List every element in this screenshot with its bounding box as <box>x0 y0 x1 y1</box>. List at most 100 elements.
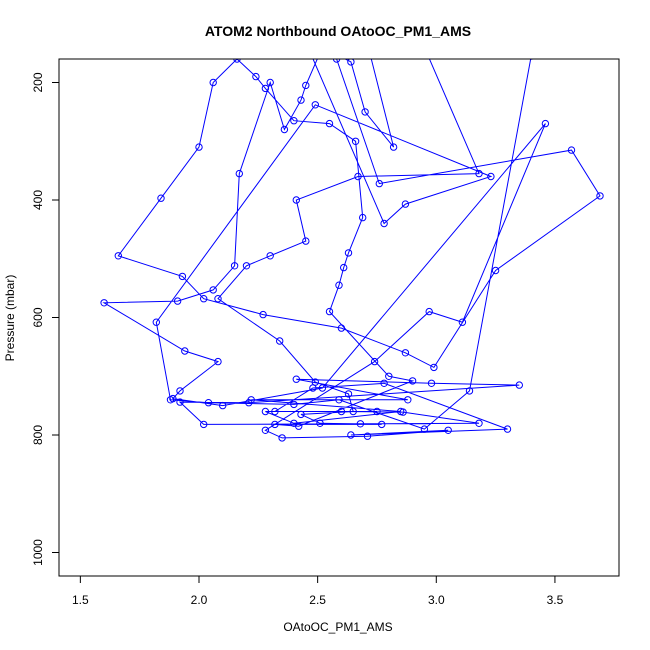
data-point <box>380 219 388 228</box>
data-point <box>475 419 483 427</box>
series-line <box>102 59 601 439</box>
data-point <box>266 252 274 260</box>
data-point <box>370 357 379 366</box>
data-point <box>292 375 300 383</box>
data-point <box>311 378 319 386</box>
data-point <box>401 200 410 208</box>
data-point <box>316 419 324 427</box>
y-tick-label: 1000 <box>31 539 45 566</box>
y-tick-label: 400 <box>31 190 45 210</box>
data-point <box>176 387 184 395</box>
data-point <box>152 318 161 326</box>
data-point <box>100 299 108 307</box>
data-point <box>178 272 187 281</box>
data-point <box>351 137 360 146</box>
data-point <box>378 420 386 429</box>
data-point <box>325 307 334 316</box>
y-axis-label: Pressure (mbar) <box>3 275 17 362</box>
y-tick-label: 800 <box>31 425 45 445</box>
data-point <box>261 426 270 434</box>
data-point <box>430 363 438 372</box>
data-point <box>157 194 165 202</box>
x-tick-label: 2.0 <box>191 593 208 607</box>
data-point <box>337 407 346 416</box>
x-axis-label: OAtoOC_PM1_AMS <box>283 620 392 634</box>
data-point <box>401 349 410 357</box>
data-point <box>385 372 393 380</box>
data-point <box>344 390 353 398</box>
data-point <box>356 420 365 428</box>
data-point <box>335 281 343 289</box>
data-point <box>209 286 217 294</box>
data-point <box>290 400 298 409</box>
x-tick-label: 3.5 <box>547 593 564 607</box>
data-point <box>259 310 267 319</box>
data-point <box>276 337 284 345</box>
data-point <box>233 59 241 63</box>
data-point <box>235 169 244 178</box>
data-point <box>114 252 123 260</box>
data-point <box>219 401 227 410</box>
data-point <box>230 262 239 270</box>
data-point <box>399 408 407 416</box>
data-point <box>380 379 388 387</box>
data-point <box>297 410 305 419</box>
data-point <box>311 101 319 109</box>
data-point <box>271 420 279 429</box>
data-point <box>491 266 500 275</box>
data-point <box>195 143 203 151</box>
data-point <box>344 249 353 257</box>
data-point <box>204 399 213 407</box>
data-point <box>261 84 270 93</box>
data-point <box>596 192 604 200</box>
chart-title: ATOM2 Northbound OAtoOC_PM1_AMS <box>205 23 471 39</box>
data-point <box>408 377 417 385</box>
data-point <box>389 143 398 151</box>
data-point <box>425 307 433 316</box>
data-point <box>261 407 270 416</box>
data-point <box>361 108 369 116</box>
x-tick-label: 1.5 <box>72 593 89 607</box>
data-point <box>347 59 355 66</box>
x-tick-label: 3.0 <box>428 593 445 607</box>
data-point <box>214 357 222 366</box>
data-point <box>173 297 182 305</box>
data-point <box>404 396 412 404</box>
data-point <box>292 196 300 204</box>
data-point <box>373 407 381 416</box>
data-point <box>349 407 357 416</box>
data-point <box>280 125 289 134</box>
x-tick-label: 2.5 <box>309 593 326 607</box>
data-point <box>332 59 341 63</box>
data-point <box>465 387 474 395</box>
data-point <box>245 399 253 407</box>
data-point <box>359 213 367 222</box>
data-point <box>541 119 550 128</box>
data-point <box>335 396 343 404</box>
data-point <box>363 432 372 440</box>
data-point <box>302 237 310 245</box>
data-point <box>475 169 483 178</box>
data-point <box>420 425 429 433</box>
data-point <box>200 295 208 303</box>
data-point <box>290 117 298 125</box>
data-point <box>567 146 576 154</box>
data-point <box>278 434 286 442</box>
data-point <box>325 119 334 128</box>
data-point <box>271 407 279 416</box>
data-point <box>242 262 251 270</box>
data-point <box>347 431 355 439</box>
data-point <box>340 263 348 272</box>
data-point <box>354 172 362 181</box>
data-point <box>302 81 310 90</box>
data-point <box>166 396 175 404</box>
data-point <box>375 179 383 188</box>
data-point <box>252 72 260 81</box>
data-point <box>487 172 495 181</box>
data-point <box>444 426 452 434</box>
y-tick-label: 200 <box>31 72 45 92</box>
data-point <box>337 324 346 332</box>
data-point <box>297 96 305 104</box>
data-point <box>266 78 274 87</box>
